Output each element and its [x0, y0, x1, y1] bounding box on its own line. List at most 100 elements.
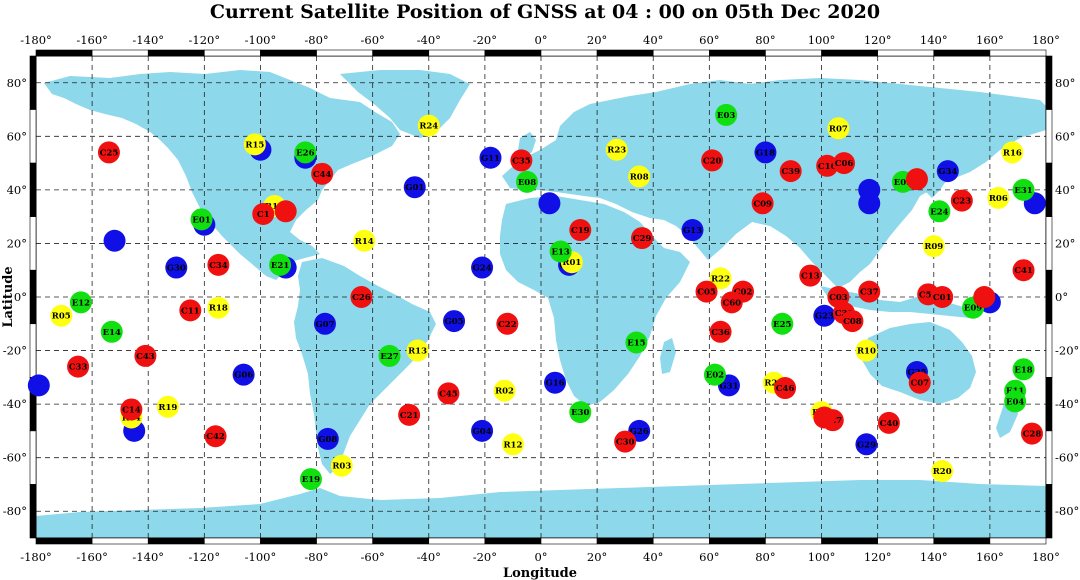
gps-satellite-point: G16 — [544, 371, 567, 394]
galileo-satellite-marker — [703, 363, 726, 386]
x-tick-label-top: -60° — [361, 33, 385, 47]
frame-bar-left — [29, 430, 37, 485]
gps-satellite-marker — [316, 427, 339, 450]
beidou-satellite-point: C22 — [496, 312, 519, 335]
x-tick-label-top: -160° — [76, 33, 108, 47]
beidou-satellite-marker — [252, 202, 275, 225]
satellite-label: R05 — [52, 312, 71, 322]
y-tick-label-right: 0° — [1055, 290, 1068, 304]
satellite-label: G16 — [545, 379, 564, 389]
gps-satellite-point: G07 — [313, 312, 336, 335]
galileo-satellite-point: E31 — [1012, 178, 1035, 201]
beidou-satellite-marker — [510, 149, 533, 172]
satellite-label: C05 — [697, 288, 716, 298]
glonass-satellite-point: R08 — [628, 165, 651, 188]
galileo-satellite-marker — [269, 253, 292, 276]
x-tick-label-bottom: -120° — [189, 550, 221, 564]
glonass-satellite-marker — [1001, 141, 1024, 164]
y-tick-label-right: 20° — [1055, 236, 1075, 250]
y-tick-label-left: -40° — [3, 397, 27, 411]
gps-satellite-marker — [813, 304, 836, 327]
gps-satellite-point: G34 — [936, 160, 959, 183]
y-tick-label-right: -20° — [1055, 344, 1079, 358]
satellite-label: E24 — [930, 207, 948, 217]
beidou-satellite-point: C1 — [252, 202, 275, 225]
frame-bar-top — [933, 49, 991, 57]
x-tick-label-bottom: 80° — [755, 550, 775, 564]
glonass-satellite-point: R18 — [207, 296, 230, 319]
frame-bar-left — [29, 109, 37, 164]
y-tick-label-left: -60° — [3, 451, 27, 465]
beidou-satellite-marker — [833, 152, 855, 175]
gps-satellite-point: G23 — [813, 304, 836, 327]
satellite-label: E02 — [706, 371, 724, 381]
satellite-label: E31 — [1014, 186, 1032, 196]
y-tick-label-left: 40° — [7, 183, 27, 197]
x-tick-label-top: 180° — [1032, 33, 1060, 47]
y-tick-label-right: -80° — [1055, 504, 1079, 518]
glonass-satellite-point: R03 — [330, 454, 353, 477]
satellite-label: R19 — [158, 403, 177, 413]
y-tick-label-right: 40° — [1055, 183, 1075, 197]
beidou-satellite-point: C16 — [816, 154, 839, 177]
beidou-satellite-marker — [437, 382, 460, 405]
galileo-satellite-point: E25 — [771, 312, 794, 335]
gps-satellite-marker — [479, 146, 502, 169]
frame-bar-bottom — [372, 537, 430, 545]
satellite-label: R21 — [764, 379, 783, 389]
gps-satellite-marker — [681, 219, 704, 242]
glonass-satellite-point: R24 — [417, 114, 440, 137]
gps-satellite-point — [538, 192, 561, 215]
x-tick-label-top: -120° — [189, 33, 221, 47]
beidou-satellite-marker — [179, 299, 202, 322]
beidou-satellite-point: C44 — [311, 162, 334, 185]
frame-bar-top — [540, 49, 598, 57]
y-tick-label-left: 20° — [7, 236, 27, 250]
satellite-label: C43 — [136, 352, 155, 362]
x-tick-label-top: 120° — [864, 33, 892, 47]
glonass-satellite-point: R09 — [922, 235, 945, 258]
glonass-satellite-point: R23 — [605, 138, 628, 161]
satellite-label: C19 — [571, 226, 590, 236]
satellite-label: G24 — [473, 264, 492, 274]
satellite-label: R07 — [829, 124, 848, 134]
frame-bar-right — [1045, 216, 1053, 271]
x-tick-label-bottom: -20° — [473, 550, 497, 564]
frame-bar-right — [1045, 430, 1053, 485]
glonass-satellite-marker — [987, 186, 1010, 209]
beidou-satellite-point: C08 — [841, 310, 864, 333]
beidou-satellite-point: C07 — [908, 371, 931, 394]
satellite-label: R22 — [711, 274, 730, 284]
beidou-satellite-point: C45 — [437, 382, 460, 405]
galileo-satellite-marker — [190, 208, 213, 231]
y-tick-label-left: -80° — [3, 504, 27, 518]
frame-bar-left — [29, 216, 37, 271]
beidou-satellite-marker — [398, 403, 421, 426]
gps-satellite-point: G18 — [754, 141, 777, 164]
frame-bar-left — [29, 269, 37, 325]
frame-bar-top — [428, 49, 486, 57]
y-tick-label-right: -60° — [1055, 451, 1079, 465]
chart-title: Current Satellite Position of GNSS at 04… — [210, 1, 880, 23]
satellite-label: E03 — [717, 111, 735, 121]
glonass-satellite-point: R22 — [709, 267, 732, 290]
beidou-satellite-marker — [67, 355, 90, 378]
x-tick-label-top: -100° — [245, 33, 277, 47]
x-tick-label-bottom: 180° — [1032, 550, 1060, 564]
satellite-label: R13 — [408, 347, 427, 357]
satellite-label: G31 — [719, 381, 738, 391]
glonass-satellite-marker — [855, 339, 878, 362]
gps-satellite-point: G05 — [443, 310, 466, 333]
glonass-satellite-marker — [406, 339, 429, 362]
gps-satellite-marker — [403, 176, 426, 199]
galileo-satellite-marker — [569, 401, 592, 424]
beidou-satellite-point: C33 — [67, 355, 90, 378]
beidou-satellite-marker — [274, 200, 297, 223]
satellite-label: G23 — [815, 312, 834, 322]
glonass-satellite-point: R02 — [493, 379, 516, 402]
frame-bar-bottom — [540, 537, 598, 545]
satellite-label: C21 — [400, 411, 419, 421]
satellite-label: C29 — [633, 234, 652, 244]
frame-bar-bottom — [652, 537, 710, 545]
frame-bar-bottom — [877, 537, 935, 545]
